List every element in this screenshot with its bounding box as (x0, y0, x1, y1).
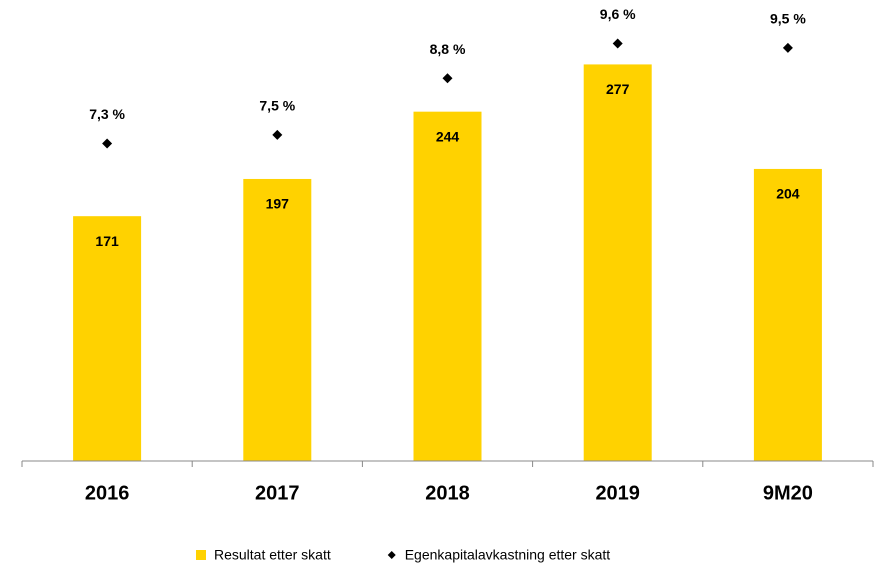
bar-value-label: 204 (776, 186, 800, 202)
legend-swatch (196, 550, 206, 560)
marker-value-label: 7,5 % (259, 98, 295, 114)
bar-value-label: 197 (266, 196, 290, 212)
bar (583, 64, 652, 461)
bar-value-label: 171 (95, 233, 119, 249)
x-tick-label: 2016 (85, 482, 130, 504)
bar (413, 111, 482, 461)
marker-value-label: 9,5 % (770, 11, 806, 27)
marker-value-label: 9,6 % (600, 6, 636, 22)
legend-label: Resultat etter skatt (214, 547, 331, 563)
bar (73, 216, 142, 461)
x-tick-label: 2018 (425, 482, 470, 504)
legend-label: Egenkapitalavkastning etter skatt (405, 547, 611, 563)
marker (102, 138, 113, 149)
bar (753, 168, 822, 462)
marker (782, 42, 793, 53)
legend-swatch (387, 551, 396, 559)
bar (243, 178, 312, 461)
marker-value-label: 8,8 % (430, 41, 466, 57)
marker (272, 129, 283, 140)
marker-value-label: 7,3 % (89, 106, 125, 122)
bar-value-label: 277 (606, 81, 630, 97)
x-tick-label: 2019 (595, 482, 640, 504)
marker (442, 73, 453, 84)
x-tick-label: 9M20 (763, 482, 813, 504)
bar-value-label: 244 (436, 128, 460, 144)
x-tick-label: 2017 (255, 482, 300, 504)
marker (612, 38, 623, 49)
